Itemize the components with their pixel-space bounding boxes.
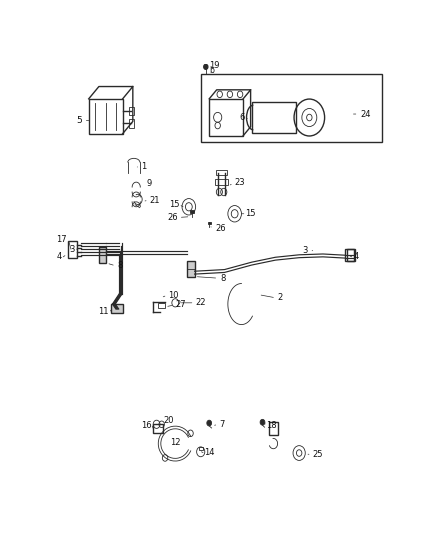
Text: 15: 15	[169, 200, 180, 209]
Text: 6: 6	[240, 113, 245, 122]
Circle shape	[207, 420, 212, 426]
Text: 19: 19	[209, 61, 220, 70]
Bar	[216, 170, 227, 175]
Bar	[187, 261, 194, 277]
Text: 25: 25	[313, 450, 323, 459]
Text: 10: 10	[169, 290, 179, 300]
Bar	[347, 249, 355, 261]
Text: 15: 15	[245, 209, 255, 218]
Circle shape	[204, 64, 208, 69]
Bar	[190, 210, 194, 213]
Text: 3: 3	[302, 246, 307, 255]
Text: 20: 20	[163, 416, 174, 425]
Text: 9: 9	[146, 179, 152, 188]
Text: 24: 24	[360, 109, 371, 118]
Text: 11: 11	[99, 306, 109, 316]
Bar	[88, 99, 123, 134]
Bar	[201, 74, 382, 142]
Bar	[129, 107, 134, 115]
Bar	[67, 241, 77, 257]
Text: 4: 4	[353, 252, 359, 261]
Bar	[215, 179, 228, 185]
Bar	[208, 222, 211, 224]
Bar	[345, 248, 354, 261]
Bar	[99, 247, 106, 263]
Text: 23: 23	[235, 179, 245, 188]
Text: 16: 16	[141, 422, 152, 431]
Circle shape	[260, 419, 265, 425]
Text: 7: 7	[219, 420, 225, 429]
Bar	[129, 119, 134, 127]
Text: 21: 21	[150, 196, 160, 205]
Text: 8: 8	[220, 273, 226, 282]
Text: 14: 14	[204, 448, 215, 457]
Bar	[251, 102, 296, 133]
Text: b: b	[209, 66, 214, 75]
Text: 26: 26	[215, 224, 226, 232]
Text: 5: 5	[76, 116, 82, 125]
Text: 3: 3	[70, 245, 75, 254]
Text: 17: 17	[56, 235, 67, 244]
Text: 22: 22	[196, 298, 206, 308]
Text: 4: 4	[57, 252, 61, 261]
Text: 12: 12	[170, 438, 180, 447]
Bar	[209, 99, 243, 136]
Text: 2: 2	[277, 293, 283, 302]
Bar	[158, 303, 165, 308]
Text: 27: 27	[176, 300, 186, 309]
Bar	[153, 424, 163, 433]
Text: 18: 18	[266, 421, 276, 430]
Bar	[268, 422, 278, 435]
Text: 26: 26	[167, 213, 178, 222]
Text: 1: 1	[141, 162, 147, 171]
Bar	[199, 447, 203, 450]
Bar	[111, 304, 123, 313]
Text: 8: 8	[117, 261, 123, 270]
